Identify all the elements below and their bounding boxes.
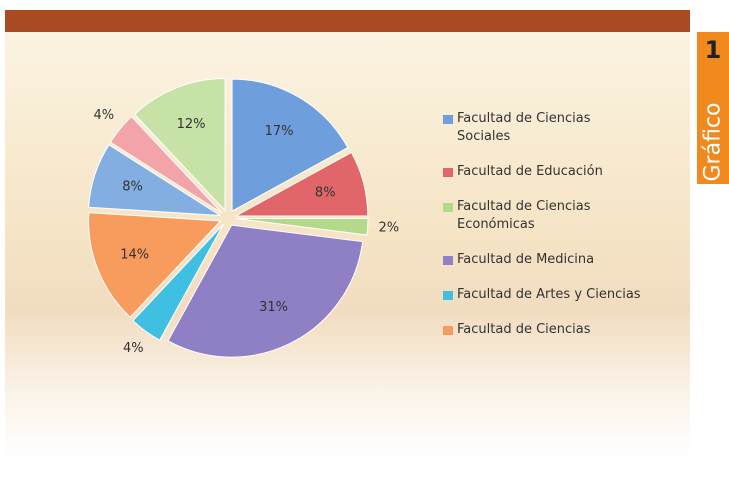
legend-label: Facultad de Ciencias Sociales bbox=[457, 111, 591, 144]
pie-slice bbox=[231, 78, 349, 212]
value-label: 4% bbox=[94, 108, 115, 123]
legend: Facultad de Ciencias Sociales Facultad de… bbox=[443, 110, 643, 339]
value-label: 2% bbox=[378, 221, 399, 236]
pie-slice bbox=[167, 224, 364, 358]
legend-item: Facultad de Medicina bbox=[443, 251, 643, 269]
header-bar bbox=[5, 10, 690, 32]
pie-slice bbox=[109, 115, 223, 214]
legend-swatch bbox=[443, 256, 453, 265]
pie-slice bbox=[88, 212, 222, 318]
value-label: 8% bbox=[315, 186, 336, 201]
legend-item: Facultad de Ciencias bbox=[443, 321, 643, 339]
legend-swatch bbox=[443, 115, 453, 124]
value-label: 17% bbox=[265, 124, 294, 139]
badge: 1 Gráfico bbox=[697, 32, 729, 184]
legend-swatch bbox=[443, 168, 453, 177]
legend-swatch bbox=[443, 203, 453, 212]
value-label: 8% bbox=[122, 179, 143, 194]
legend-label: Facultad de Ciencias bbox=[457, 322, 591, 337]
pie-slice bbox=[235, 218, 369, 236]
pie-slice bbox=[235, 151, 369, 217]
legend-swatch bbox=[443, 326, 453, 335]
legend-label: Facultad de Educación bbox=[457, 164, 603, 179]
badge-number: 1 bbox=[704, 36, 722, 64]
legend-item: Facultad de Educación bbox=[443, 163, 643, 181]
legend-item: Facultad de Artes y Ciencias bbox=[443, 286, 643, 304]
legend-label: Facultad de Medicina bbox=[457, 252, 595, 267]
legend-swatch bbox=[443, 291, 453, 300]
pie-slice bbox=[88, 144, 221, 217]
pie-slice bbox=[133, 78, 226, 212]
legend-item: Facultad de Ciencias Económicas bbox=[443, 198, 643, 234]
value-label: 4% bbox=[123, 341, 144, 356]
value-label: 31% bbox=[259, 300, 288, 315]
legend-label: Facultad de Artes y Ciencias bbox=[457, 287, 641, 302]
pie-slice bbox=[132, 224, 224, 341]
legend-item: Facultad de Ciencias Sociales bbox=[443, 110, 643, 146]
value-label: 12% bbox=[177, 117, 206, 132]
legend-label: Facultad de Ciencias Económicas bbox=[457, 199, 591, 232]
value-label: 14% bbox=[120, 247, 149, 262]
